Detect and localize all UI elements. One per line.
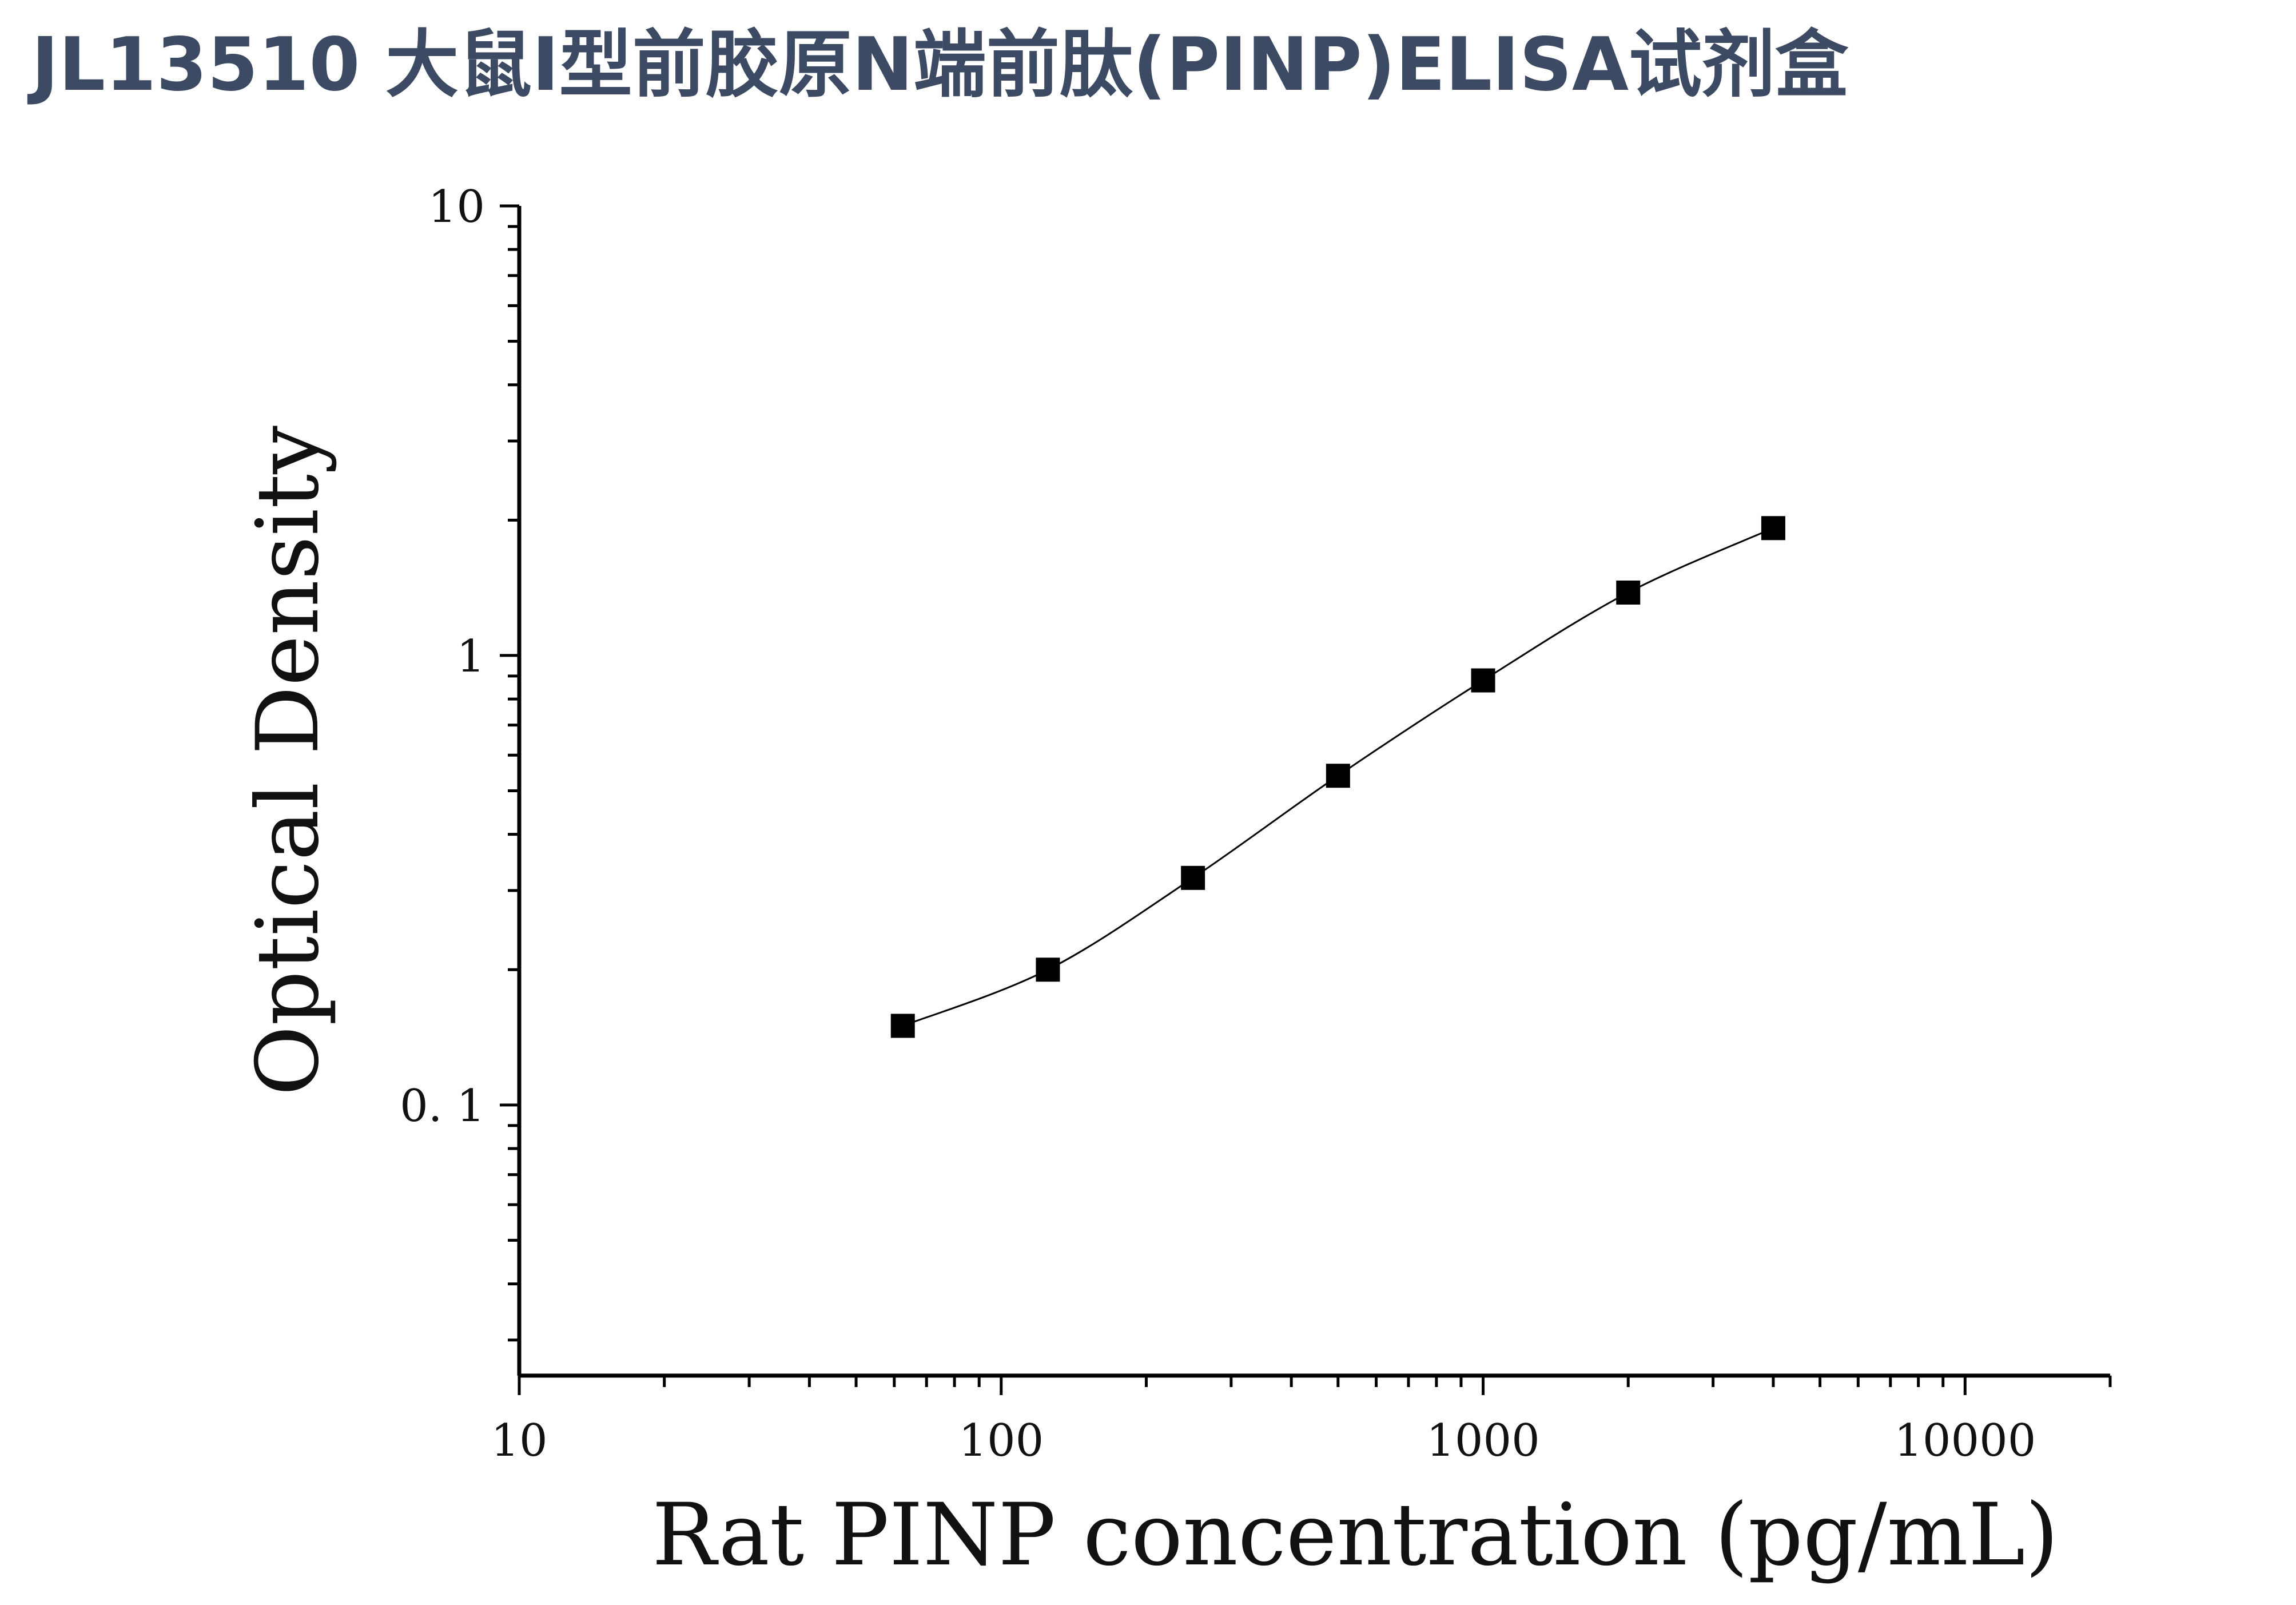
x-tick-label: 10000 bbox=[1894, 1415, 2036, 1467]
data-point bbox=[1326, 764, 1350, 788]
y-tick-label: 0. 1 bbox=[400, 1080, 485, 1132]
data-point bbox=[1181, 865, 1205, 890]
y-tick-label: 1 bbox=[456, 631, 485, 682]
axes: 10 100 1000 10000 0. 1 1 10 bbox=[400, 181, 2112, 1467]
data-point bbox=[1761, 516, 1785, 541]
data-point bbox=[890, 1014, 915, 1038]
data-points bbox=[890, 516, 1785, 1038]
x-tick-label: 1000 bbox=[1426, 1415, 1540, 1467]
data-point bbox=[1616, 580, 1641, 605]
x-axis-label: Rat PINP concentration (pg/mL) bbox=[652, 1485, 2059, 1585]
y-axis-label: Optical Density bbox=[238, 426, 338, 1096]
data-point bbox=[1471, 668, 1495, 693]
y-tick-label: 10 bbox=[428, 181, 485, 233]
data-point bbox=[1036, 958, 1060, 982]
x-tick-label: 10 bbox=[491, 1415, 547, 1467]
page-title: JL13510 大鼠I型前胶原N端前肽(PINP)ELISA试剂盒 bbox=[31, 22, 1849, 108]
x-tick-label: 100 bbox=[958, 1415, 1044, 1467]
